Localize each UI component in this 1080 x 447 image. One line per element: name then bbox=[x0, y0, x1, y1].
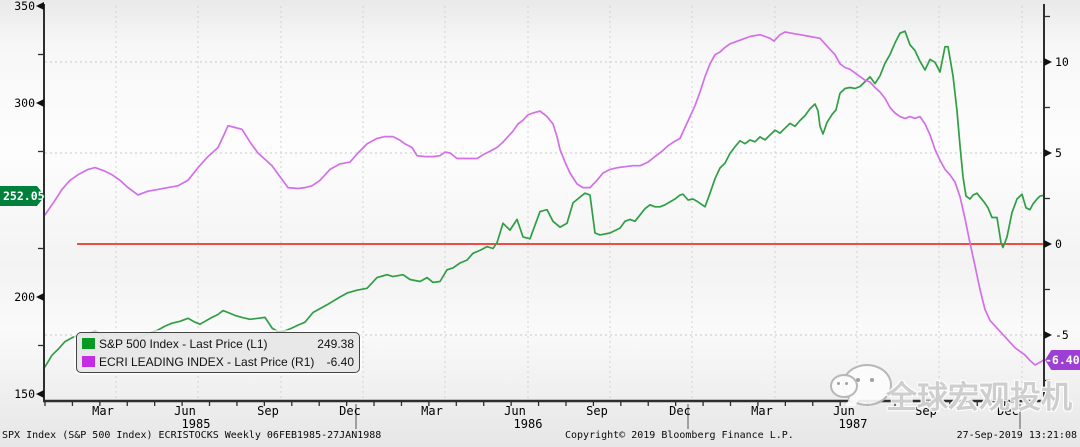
right-axis-tick-arrow-icon bbox=[1044, 149, 1052, 157]
x-axis-month-label: Mar bbox=[751, 404, 773, 418]
right-axis-tick-arrow-icon bbox=[1044, 58, 1052, 66]
x-axis-month-label: Dec bbox=[997, 404, 1019, 418]
right-axis-tick-label: 5 bbox=[1055, 146, 1062, 160]
x-axis-month-label: Mar bbox=[421, 404, 443, 418]
left-axis-tick-label: 150 bbox=[14, 387, 35, 401]
left-axis-tick-arrow-icon bbox=[36, 293, 44, 301]
right-axis-tick-label: -5 bbox=[1055, 328, 1069, 342]
left-axis-tick-arrow-icon bbox=[36, 99, 44, 107]
spx-legend-value: 249.38 bbox=[317, 336, 354, 351]
right-axis-tick-arrow-icon bbox=[1044, 240, 1052, 248]
x-axis-month-label: Jun bbox=[504, 404, 526, 418]
legend-row-spx[interactable]: S&P 500 Index - Last Price (L1) 249.38 bbox=[82, 335, 354, 353]
x-axis-month-label: Jun bbox=[833, 404, 855, 418]
series-line-ecri[interactable] bbox=[44, 31, 1044, 366]
ecri-legend-value: -6.40 bbox=[326, 354, 354, 369]
x-axis-year-label: 1987 bbox=[838, 417, 868, 431]
x-axis-year-label: 1986 bbox=[513, 417, 543, 431]
right-axis-tick-arrow-icon bbox=[1044, 331, 1052, 339]
x-axis-month-label: Sep bbox=[586, 404, 608, 418]
timestamp-text: 27-Sep-2019 13:21:08 bbox=[956, 430, 1077, 441]
left-axis-tick-arrow-icon bbox=[36, 2, 44, 10]
spx-legend-label: S&P 500 Index - Last Price (L1) bbox=[99, 336, 268, 351]
chart-description-text: SPX Index (S&P 500 Index) ECRISTOCKS Wee… bbox=[2, 430, 382, 441]
spx-series-swatch-icon bbox=[82, 338, 95, 349]
left-axis-tick-label: 300 bbox=[14, 96, 35, 110]
x-axis-month-label: Sep bbox=[257, 404, 279, 418]
left-axis-last-price-badge: 252.05 bbox=[0, 186, 45, 206]
right-axis-tick-label: 10 bbox=[1055, 55, 1069, 69]
left-axis-tick-label: 200 bbox=[14, 290, 35, 304]
x-axis-month-label: Mar bbox=[92, 404, 114, 418]
copyright-text: Copyright© 2019 Bloomberg Finance L.P. bbox=[565, 430, 794, 441]
x-axis-month-label: Jun bbox=[174, 404, 196, 418]
right-axis-tick-label: 0 bbox=[1055, 237, 1062, 251]
legend-row-ecri[interactable]: ECRI LEADING INDEX - Last Price (R1) -6.… bbox=[82, 353, 354, 371]
ecri-series-swatch-icon bbox=[82, 356, 95, 367]
left-axis-tick-label: 350 bbox=[14, 0, 35, 13]
chart-legend: S&P 500 Index - Last Price (L1) 249.38 E… bbox=[76, 332, 360, 373]
left-axis-tick-arrow-icon bbox=[36, 390, 44, 398]
x-axis-month-label: Dec bbox=[669, 404, 691, 418]
x-axis-month-label: Sep bbox=[915, 404, 937, 418]
x-axis-month-label: Dec bbox=[339, 404, 361, 418]
x-axis-year-label: 1985 bbox=[181, 417, 211, 431]
series-line-spx[interactable] bbox=[44, 30, 1044, 368]
right-axis-last-price-badge: -6.40 bbox=[1045, 350, 1080, 370]
ecri-legend-label: ECRI LEADING INDEX - Last Price (R1) bbox=[99, 354, 315, 369]
